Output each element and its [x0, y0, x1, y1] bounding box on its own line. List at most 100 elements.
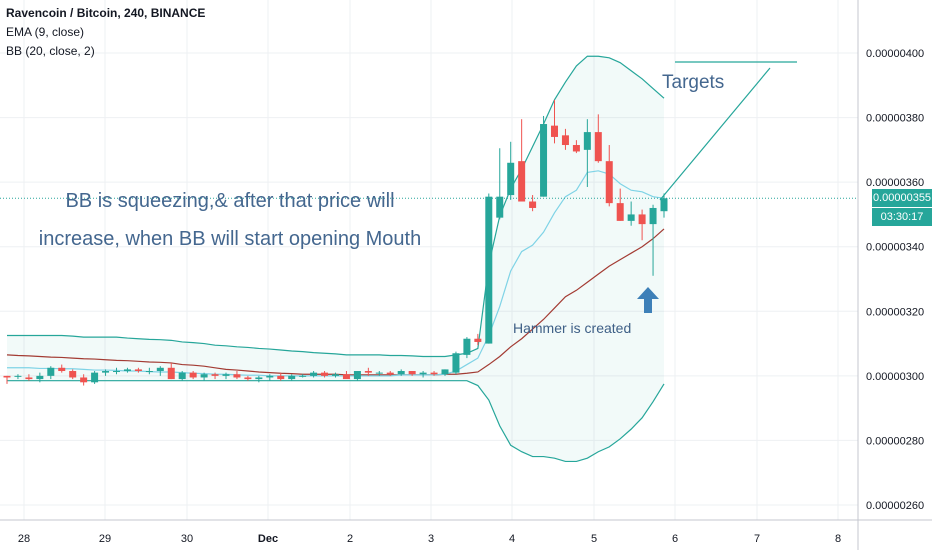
candle [638, 209, 646, 241]
candle [452, 351, 460, 375]
x-tick-label: 29 [99, 533, 111, 545]
candle-body [353, 371, 361, 380]
candle [145, 367, 153, 375]
candle [572, 140, 580, 154]
candle [386, 371, 394, 376]
candle-body [80, 377, 88, 383]
candle [507, 141, 515, 200]
candle [211, 372, 219, 380]
candle [91, 371, 99, 384]
candle-body [342, 374, 350, 380]
candle-body [91, 372, 99, 383]
bb-fill [7, 56, 664, 462]
x-tick-label: 4 [509, 533, 515, 545]
candle [353, 371, 361, 381]
candle-body [233, 374, 241, 378]
ema-legend: EMA (9, close) [6, 25, 85, 39]
candle-body [58, 367, 66, 372]
candle-body [572, 145, 580, 152]
candle-body [178, 372, 186, 380]
x-tick-label: 7 [754, 533, 760, 545]
candle-body [200, 374, 208, 378]
candle [627, 201, 635, 226]
candle-body [594, 132, 602, 162]
candle-body [113, 371, 120, 373]
candle-body [47, 367, 55, 376]
candle [419, 371, 427, 378]
candle [123, 367, 131, 373]
candle [14, 374, 22, 380]
candle-body [364, 371, 372, 373]
candle [255, 375, 263, 383]
candle [3, 375, 11, 384]
x-tick-label: 8 [835, 533, 841, 545]
candle [222, 372, 230, 380]
candle-body [616, 203, 624, 221]
y-tick-label: 0.00000380 [866, 113, 924, 125]
candle-body [299, 375, 307, 377]
y-tick-label: 0.00000400 [866, 48, 924, 60]
candle-body [583, 132, 591, 150]
candle-body [189, 372, 197, 378]
candle-body [397, 371, 405, 375]
last-price-tag: 0.00000355 [872, 189, 932, 208]
candle-body [310, 372, 318, 376]
annotation-squeeze: BB is squeezing,& after that price will … [0, 182, 460, 258]
candle [244, 375, 252, 381]
candle-body [605, 161, 613, 204]
y-tick-label: 0.00000280 [866, 435, 924, 447]
candle-body [332, 374, 339, 376]
candle [189, 371, 197, 380]
candle [375, 371, 383, 376]
candle-body [463, 338, 471, 355]
candle [649, 204, 657, 276]
x-tick-label: 3 [428, 533, 434, 545]
candle-body [386, 372, 394, 375]
candle [561, 128, 569, 150]
arrow-up-icon [637, 287, 659, 313]
candle [156, 366, 164, 376]
drawings [637, 61, 797, 313]
candle [310, 371, 318, 378]
y-tick-label: 0.00000320 [866, 306, 924, 318]
candle-body [627, 214, 635, 221]
candle [299, 374, 307, 378]
candle [178, 371, 186, 381]
candle-body [14, 375, 22, 377]
candle-body [430, 372, 438, 375]
candle-body [638, 214, 646, 225]
candle [113, 367, 120, 375]
candle [134, 367, 142, 373]
candle-body [375, 372, 383, 374]
candle-body [145, 371, 153, 373]
y-tick-label: 0.00000300 [866, 371, 924, 383]
x-tick-label: Dec [258, 533, 278, 545]
candle-body [222, 374, 230, 376]
candle-body [496, 196, 504, 218]
candle-body [551, 125, 558, 137]
candle [485, 193, 493, 344]
candle [25, 374, 33, 381]
candle [47, 366, 55, 380]
x-tick-label: 5 [591, 533, 597, 545]
candle-body [408, 371, 416, 375]
candle-body [649, 207, 657, 225]
candle-body [102, 371, 110, 373]
candle-body [561, 135, 569, 146]
candle-body [452, 353, 460, 373]
annotation-squeeze-line1: BB is squeezing,& after that price will [65, 190, 395, 212]
candle [408, 371, 416, 376]
y-tick-label: 0.00000360 [866, 177, 924, 189]
candle [518, 119, 526, 202]
candle-body [266, 375, 274, 378]
candle-body [123, 369, 131, 372]
candle-body [69, 371, 77, 378]
candle-body [288, 375, 296, 380]
candle-body [419, 372, 427, 375]
candle [80, 374, 88, 386]
annotation-hammer: Hammer is created [513, 320, 632, 336]
x-tick-label: 2 [347, 533, 353, 545]
candle [605, 145, 613, 207]
